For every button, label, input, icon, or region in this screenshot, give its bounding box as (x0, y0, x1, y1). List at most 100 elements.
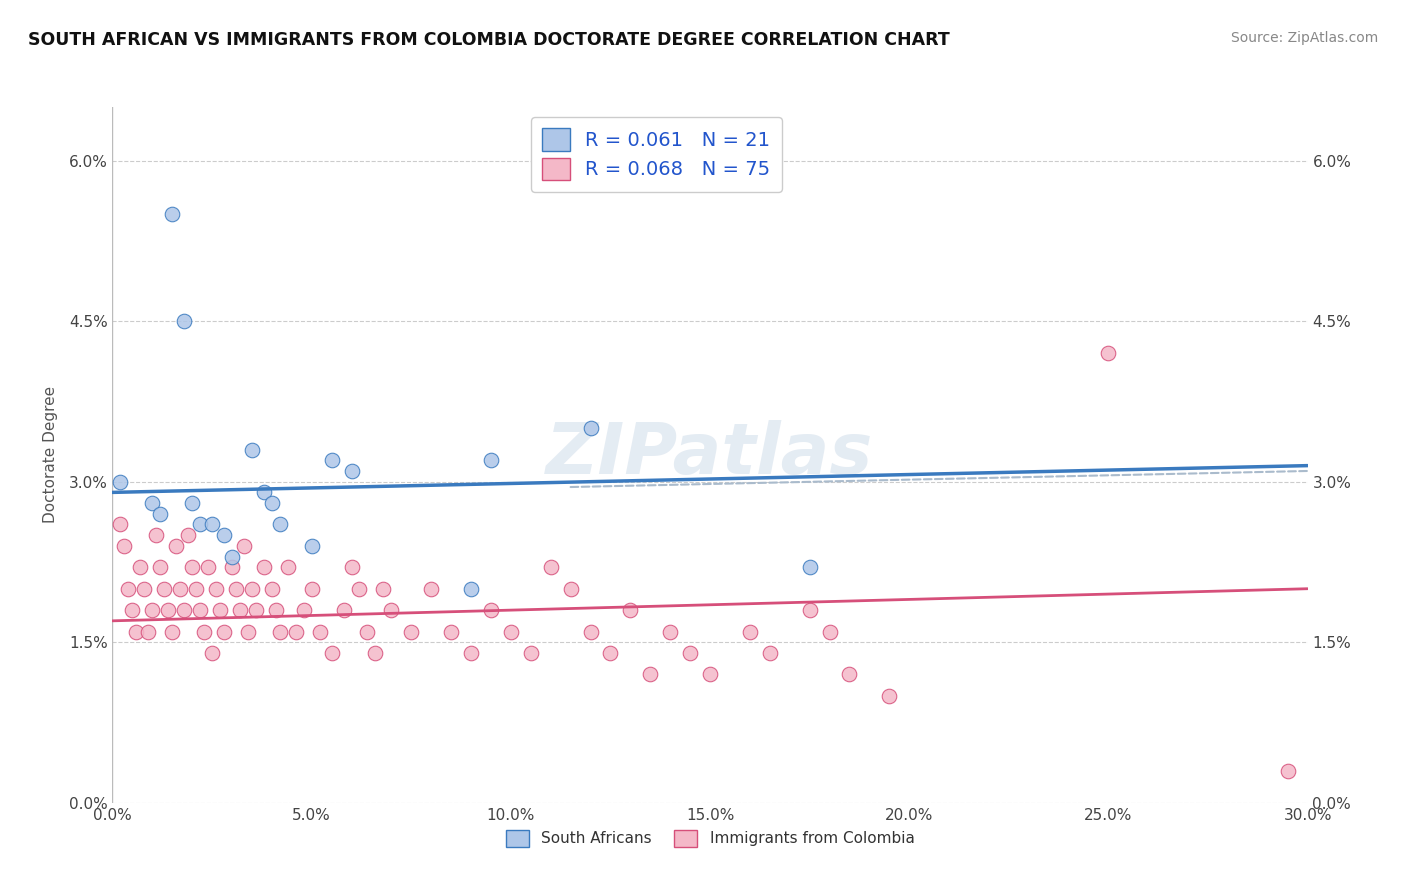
Point (188, 603, 211, 617)
Point (129, 560, 152, 574)
Point (264, 603, 287, 617)
Point (225, 582, 247, 596)
Point (173, 603, 195, 617)
Point (679, 646, 702, 660)
Point (579, 624, 602, 639)
Point (799, 560, 821, 574)
Point (759, 646, 782, 660)
Point (181, 560, 204, 574)
Point (1097, 346, 1119, 360)
Point (364, 646, 387, 660)
Point (1277, 764, 1299, 778)
Point (141, 603, 163, 617)
Point (162, 624, 183, 639)
Point (699, 667, 721, 681)
Point (284, 624, 307, 639)
Point (253, 485, 276, 500)
Point (301, 539, 323, 553)
Point (186, 582, 208, 596)
Point (121, 603, 143, 617)
Point (165, 539, 187, 553)
Point (177, 528, 200, 542)
Point (134, 582, 156, 596)
Point (640, 667, 662, 681)
Point (240, 582, 263, 596)
Point (110, 475, 132, 489)
Point (201, 517, 224, 532)
Point (205, 582, 228, 596)
Point (340, 464, 363, 478)
Point (520, 646, 543, 660)
Point (229, 603, 252, 617)
Point (269, 624, 291, 639)
Point (245, 603, 267, 617)
Text: Source: ZipAtlas.com: Source: ZipAtlas.com (1230, 31, 1378, 45)
Point (879, 689, 901, 703)
Point (193, 624, 215, 639)
Point (125, 624, 148, 639)
Point (149, 507, 172, 521)
Point (173, 314, 195, 328)
Point (145, 528, 167, 542)
Point (479, 603, 502, 617)
Point (380, 603, 402, 617)
Point (292, 603, 315, 617)
Point (599, 646, 621, 660)
Point (117, 582, 139, 596)
Point (356, 624, 378, 639)
Point (340, 560, 363, 574)
Point (301, 582, 323, 596)
Point (138, 624, 160, 639)
Point (141, 496, 163, 510)
Point (308, 624, 330, 639)
Point (240, 442, 263, 457)
Point (114, 539, 135, 553)
Point (221, 560, 243, 574)
Point (181, 496, 204, 510)
Point (349, 582, 371, 596)
Point (269, 517, 291, 532)
Point (799, 603, 821, 617)
Point (260, 496, 283, 510)
Point (321, 646, 343, 660)
Point (838, 667, 860, 681)
Text: ZIPatlas: ZIPatlas (547, 420, 873, 490)
Point (460, 646, 482, 660)
Point (738, 624, 761, 639)
Legend: South Africans, Immigrants from Colombia: South Africans, Immigrants from Colombia (498, 822, 922, 855)
Point (153, 582, 176, 596)
Point (169, 582, 191, 596)
Point (479, 453, 502, 467)
Point (201, 646, 224, 660)
Point (499, 624, 522, 639)
Point (818, 624, 841, 639)
Point (260, 582, 283, 596)
Point (233, 539, 256, 553)
Point (420, 582, 443, 596)
Point (332, 603, 354, 617)
Point (373, 582, 395, 596)
Text: SOUTH AFRICAN VS IMMIGRANTS FROM COLOMBIA DOCTORATE DEGREE CORRELATION CHART: SOUTH AFRICAN VS IMMIGRANTS FROM COLOMBI… (28, 31, 950, 49)
Point (188, 517, 211, 532)
Point (197, 560, 219, 574)
Point (277, 560, 299, 574)
Point (659, 624, 682, 639)
Point (440, 624, 463, 639)
Point (321, 453, 343, 467)
Point (212, 624, 235, 639)
Point (149, 560, 172, 574)
Point (110, 517, 132, 532)
Y-axis label: Doctorate Degree: Doctorate Degree (42, 386, 58, 524)
Point (221, 549, 243, 564)
Point (560, 582, 582, 596)
Point (619, 603, 641, 617)
Point (401, 624, 423, 639)
Point (579, 421, 602, 435)
Point (236, 624, 259, 639)
Point (253, 560, 276, 574)
Point (212, 528, 235, 542)
Point (157, 603, 180, 617)
Point (460, 582, 482, 596)
Point (209, 603, 232, 617)
Point (162, 207, 183, 221)
